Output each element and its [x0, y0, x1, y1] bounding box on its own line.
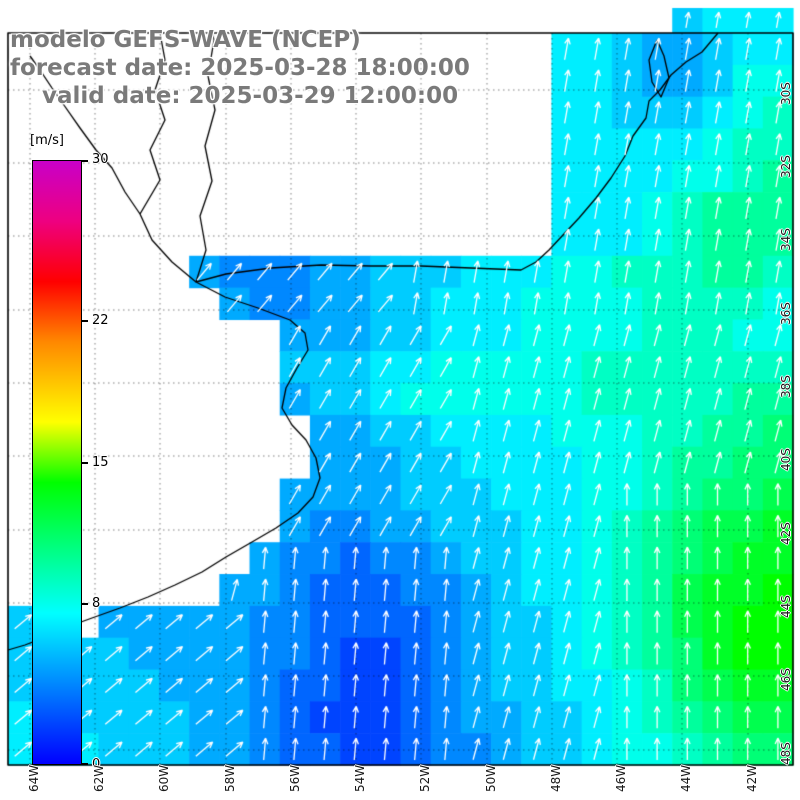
- lon-label: 44W: [679, 764, 693, 792]
- lon-label: 42W: [745, 764, 759, 792]
- lon-label: 62W: [92, 764, 106, 792]
- lon-label: 58W: [223, 764, 237, 792]
- lon-label: 56W: [288, 764, 302, 792]
- colorbar-tick-label: 8: [92, 595, 101, 611]
- colorbar-tick-mark: [82, 763, 88, 765]
- lat-label: 30S: [779, 82, 793, 105]
- colorbar-tick-label: 22: [92, 313, 109, 329]
- lat-label: 34S: [779, 228, 793, 251]
- colorbar-tick-mark: [82, 461, 88, 464]
- lat-label: 36S: [779, 302, 793, 325]
- lon-label: 52W: [418, 764, 432, 792]
- lon-label: 64W: [27, 764, 41, 792]
- colorbar-tick-mark: [82, 320, 88, 323]
- colorbar-tick-label: 15: [92, 454, 109, 470]
- colorbar-tick-mark: [82, 602, 88, 605]
- model-title: modelo GEFS-WAVE (NCEP): [10, 27, 361, 53]
- lon-label: 54W: [353, 764, 367, 792]
- colorbar-tick-label: 30: [92, 152, 109, 167]
- colorbar-tick-mark: [82, 160, 88, 162]
- valid-date: valid date: 2025-03-29 12:00:00: [42, 83, 459, 109]
- lon-label: 60W: [157, 764, 171, 792]
- lat-label: 44S: [779, 595, 793, 618]
- lon-label: 50W: [484, 764, 498, 792]
- lat-label: 46S: [779, 668, 793, 691]
- lat-label: 48S: [779, 742, 793, 765]
- forecast-date: forecast date: 2025-03-28 18:00:00: [10, 55, 470, 81]
- lat-label: 32S: [779, 155, 793, 178]
- lat-label: 40S: [779, 448, 793, 471]
- colorbar-tick-label: 0: [92, 757, 101, 772]
- colorbar: [32, 160, 82, 765]
- lat-label: 42S: [779, 522, 793, 545]
- lat-label: 38S: [779, 375, 793, 398]
- colorbar-unit-label: [m/s]: [30, 133, 64, 148]
- lon-label: 48W: [549, 764, 563, 792]
- lon-label: 46W: [614, 764, 628, 792]
